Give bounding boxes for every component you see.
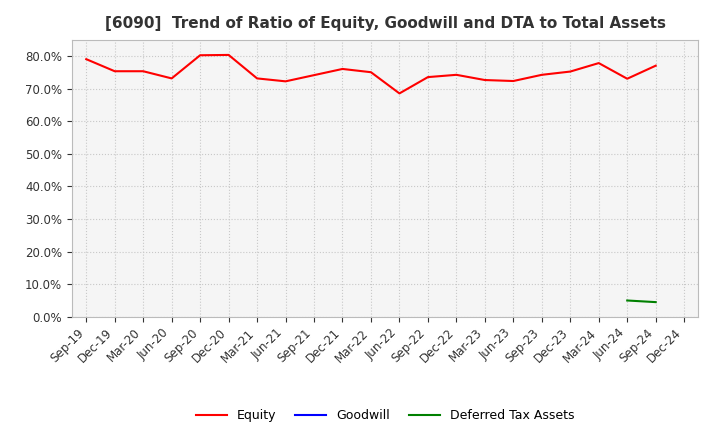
Equity	[395, 91, 404, 96]
Line: Equity: Equity	[86, 55, 656, 93]
Equity	[338, 66, 347, 72]
Equity	[167, 76, 176, 81]
Equity	[566, 69, 575, 74]
Title: [6090]  Trend of Ratio of Equity, Goodwill and DTA to Total Assets: [6090] Trend of Ratio of Equity, Goodwil…	[104, 16, 666, 32]
Equity	[253, 76, 261, 81]
Legend: Equity, Goodwill, Deferred Tax Assets: Equity, Goodwill, Deferred Tax Assets	[191, 404, 580, 427]
Equity	[110, 69, 119, 74]
Equity	[82, 56, 91, 62]
Equity	[652, 63, 660, 68]
Equity	[623, 76, 631, 81]
Equity	[595, 60, 603, 66]
Equity	[196, 53, 204, 58]
Equity	[423, 74, 432, 80]
Deferred Tax Assets	[623, 298, 631, 303]
Equity	[310, 73, 318, 78]
Equity	[366, 70, 375, 75]
Equity	[509, 78, 518, 84]
Equity	[282, 79, 290, 84]
Equity	[139, 69, 148, 74]
Equity	[480, 77, 489, 83]
Deferred Tax Assets	[652, 300, 660, 305]
Equity	[452, 72, 461, 77]
Line: Deferred Tax Assets: Deferred Tax Assets	[627, 301, 656, 302]
Equity	[537, 72, 546, 77]
Equity	[225, 52, 233, 58]
